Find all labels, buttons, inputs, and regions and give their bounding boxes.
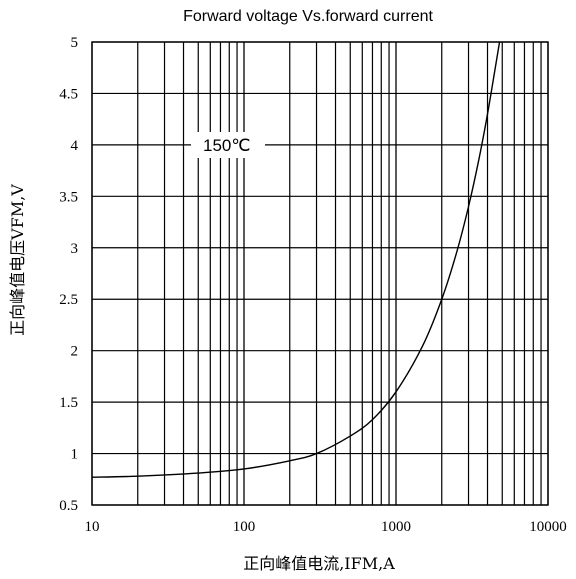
- y-tick-label: 3.5: [59, 189, 78, 205]
- series-line-150c: [91, 41, 501, 478]
- y-axis-label: 正向峰值电压VFM,V: [8, 184, 27, 336]
- chart-title: Forward voltage Vs.forward current: [183, 8, 433, 25]
- y-tick-label: 4: [71, 138, 79, 154]
- y-tick-label: 5: [71, 35, 79, 51]
- tick-labels: 0.5 1 1.5 2 2.5 3 3.5 4 4.5 5 10 100 1000 10000: [59, 35, 567, 535]
- y-tick-label: 0.5: [59, 498, 78, 514]
- y-tick-label: 2: [71, 344, 79, 360]
- y-tick-label: 2.5: [59, 292, 78, 308]
- y-tick-label: 3: [71, 241, 79, 257]
- x-tick-label: 1000: [381, 519, 411, 535]
- plot-frame: [91, 41, 549, 506]
- y-tick-label: 1: [71, 447, 79, 463]
- annotation-label: 150℃: [203, 136, 250, 155]
- y-tick-label: 4.5: [59, 86, 78, 102]
- series-layer: [91, 41, 501, 478]
- x-tick-label: 10000: [529, 519, 567, 535]
- annotation-layer: 150℃: [191, 132, 265, 158]
- x-axis-label: 正向峰值电流,IFM,A: [243, 554, 395, 573]
- x-tick-label: 10: [85, 519, 100, 535]
- annotation-background: [191, 132, 265, 158]
- y-tick-label: 1.5: [59, 395, 78, 411]
- grid: [91, 41, 549, 506]
- x-tick-label: 100: [233, 519, 256, 535]
